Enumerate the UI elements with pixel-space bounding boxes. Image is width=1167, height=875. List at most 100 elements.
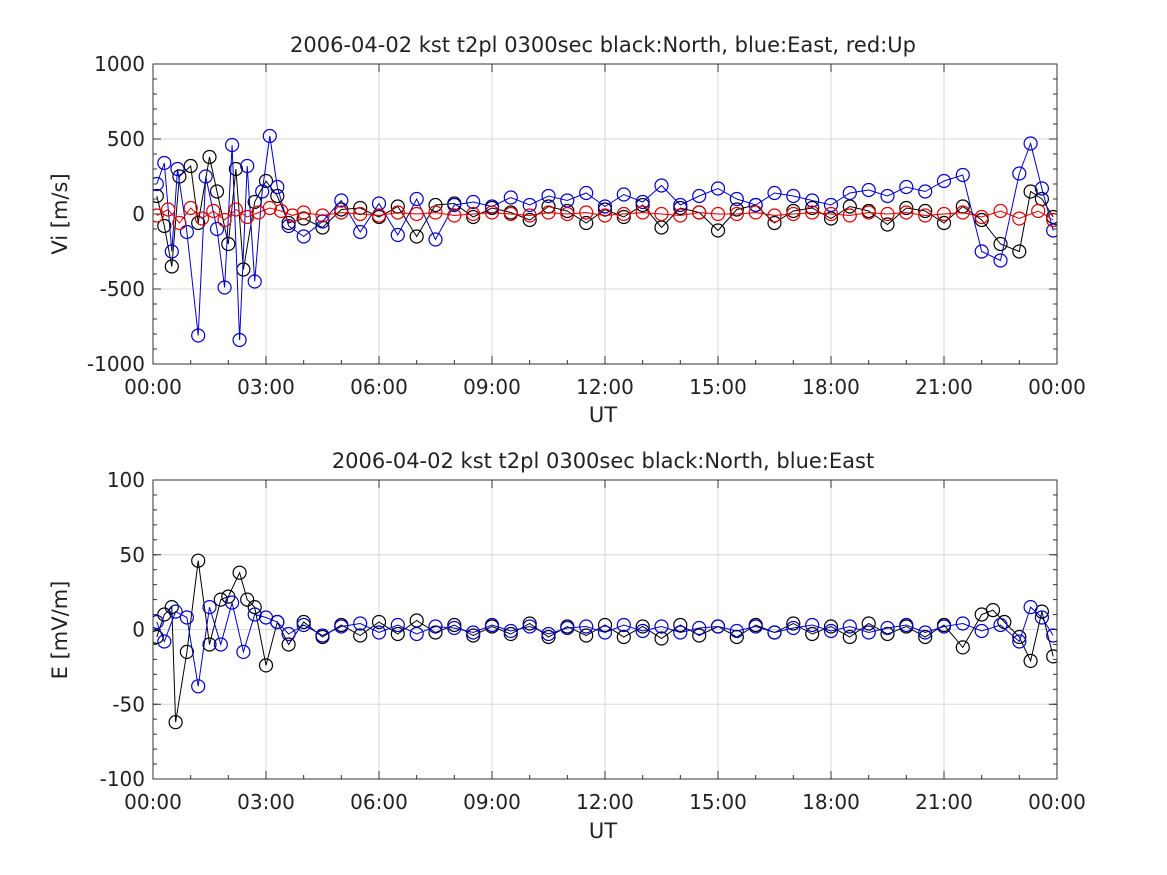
- data-point: [466, 209, 481, 225]
- data-point: [164, 259, 179, 274]
- data-point: [560, 203, 575, 219]
- data-point: [748, 197, 763, 213]
- data-point: [899, 200, 914, 216]
- data-point: [296, 614, 311, 630]
- data-point: [692, 188, 707, 204]
- data-point: [1046, 628, 1057, 643]
- x-tick-label: 15:00: [689, 790, 747, 814]
- data-point: [1046, 649, 1057, 664]
- data-point: [654, 631, 669, 646]
- x-tick-label: 00:00: [124, 790, 182, 814]
- data-point: [179, 224, 194, 240]
- data-point: [880, 620, 895, 636]
- data-point: [255, 184, 270, 199]
- data-point: [172, 215, 187, 231]
- data-point: [194, 211, 210, 226]
- data-point: [1012, 244, 1027, 259]
- data-point: [191, 328, 206, 343]
- data-point: [170, 161, 185, 177]
- data-point: [786, 616, 801, 631]
- x-tick-label: 06:00: [350, 375, 408, 399]
- data-point: [258, 658, 274, 673]
- data-point: [1023, 184, 1038, 199]
- data-point: [428, 205, 443, 220]
- data-point: [191, 553, 206, 568]
- data-point: [247, 607, 262, 622]
- data-point: [899, 617, 914, 633]
- data-point: [353, 224, 368, 240]
- data-point: [541, 629, 556, 645]
- data-point: [579, 215, 594, 231]
- data-point: [786, 206, 801, 222]
- data-point: [710, 223, 726, 238]
- x-tick-label: 18:00: [802, 790, 860, 814]
- series-line: [156, 602, 1054, 687]
- data-point: [692, 205, 707, 220]
- series-line: [156, 207, 1054, 224]
- y-tick-label: 500: [107, 127, 145, 151]
- data-point: [899, 205, 914, 220]
- data-point: [371, 196, 387, 211]
- data-point: [296, 229, 311, 244]
- data-point: [270, 188, 285, 204]
- data-point: [823, 623, 839, 639]
- data-point: [353, 206, 368, 222]
- data-point: [153, 614, 164, 630]
- data-point: [579, 205, 594, 220]
- data-point: [225, 595, 240, 610]
- data-point: [262, 128, 277, 144]
- y-tick-label: 50: [120, 543, 145, 567]
- data-point: [880, 188, 895, 204]
- data-point: [729, 202, 744, 217]
- data-point: [353, 628, 368, 643]
- data-point: [334, 193, 349, 208]
- y-tick-label: -100: [100, 767, 145, 791]
- data-point: [202, 637, 217, 652]
- data-point: [861, 625, 876, 640]
- y-tick-label: -500: [100, 277, 145, 301]
- data-point: [198, 169, 213, 184]
- data-point: [748, 205, 763, 220]
- data-point: [390, 205, 405, 220]
- data-point: [281, 626, 296, 642]
- data-point: [428, 197, 443, 213]
- data-point: [635, 194, 650, 210]
- y-tick-label: 100: [107, 468, 145, 492]
- data-point: [209, 184, 225, 199]
- data-point: [1046, 212, 1057, 228]
- data-point: [748, 619, 763, 634]
- data-point: [153, 629, 164, 645]
- x-tick-label: 12:00: [576, 375, 634, 399]
- data-point: [597, 208, 613, 223]
- data-point: [616, 206, 631, 222]
- data-point: [503, 206, 518, 222]
- data-point: [635, 619, 650, 634]
- data-point: [692, 628, 707, 643]
- y-tick-label: 0: [132, 618, 145, 642]
- data-point: [918, 629, 933, 645]
- data-point: [823, 206, 839, 222]
- data-point: [729, 206, 744, 222]
- data-point: [281, 218, 296, 234]
- data-point: [1012, 629, 1027, 645]
- data-point: [955, 167, 970, 183]
- data-point: [710, 619, 726, 634]
- data-point: [616, 629, 631, 645]
- data-point: [1046, 223, 1057, 238]
- plot-frame: [152, 63, 1058, 365]
- x-tick-label: 18:00: [802, 375, 860, 399]
- data-point: [153, 208, 164, 223]
- data-point: [522, 619, 537, 634]
- data-point: [936, 173, 952, 189]
- data-point: [692, 620, 707, 636]
- data-point: [560, 620, 575, 636]
- data-point: [729, 191, 744, 207]
- data-point: [786, 203, 801, 219]
- data-point: [270, 179, 285, 195]
- data-point: [168, 715, 183, 730]
- y-tick-label: 1000: [94, 52, 145, 76]
- data-point: [936, 215, 952, 231]
- x-tick-label: 00:00: [124, 375, 182, 399]
- data-point: [918, 625, 933, 640]
- data-point: [428, 619, 443, 634]
